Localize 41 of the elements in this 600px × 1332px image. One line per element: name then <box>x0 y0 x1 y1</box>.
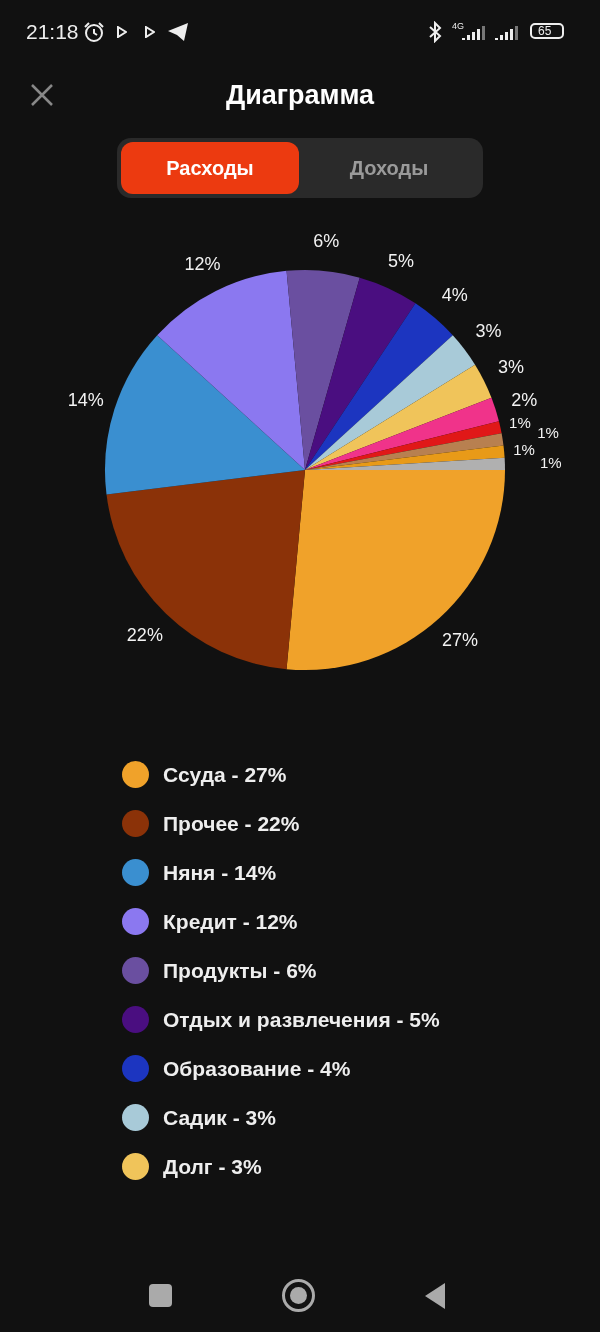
data-label: 1% <box>537 423 559 441</box>
data-label: 5% <box>388 251 415 272</box>
pie-slice <box>106 470 305 670</box>
text: Расходы <box>121 142 299 194</box>
data-label: 14% <box>67 390 104 411</box>
legend-label: Няня - 14% <box>163 860 277 885</box>
data-label: 27% <box>441 629 478 650</box>
data-label: 22% <box>126 625 163 646</box>
text: 65 <box>538 23 552 39</box>
text: 4G <box>452 21 465 31</box>
legend-label: Ссуда - 27% <box>163 762 287 787</box>
pie-slice <box>305 397 499 470</box>
pie-slice <box>157 270 305 470</box>
data-label: 3% <box>475 321 502 342</box>
legend-label: Прочее - 22% <box>163 811 300 836</box>
data-label: 1% <box>509 414 531 432</box>
data-label: 4% <box>441 285 468 306</box>
data-label: 6% <box>313 230 340 251</box>
pie-slice <box>286 470 505 670</box>
data-label: 3% <box>497 357 524 378</box>
data-label: 1% <box>540 453 562 471</box>
pie-slice <box>305 277 416 470</box>
pie-slice <box>105 335 305 495</box>
data-label: 1% <box>513 441 535 459</box>
legend-label: Образование - 4% <box>163 1056 351 1081</box>
data-label: 2% <box>511 390 538 411</box>
pie-slice <box>286 270 360 470</box>
pie-slice <box>305 364 492 470</box>
legend-label: Долг - 3% <box>163 1154 262 1179</box>
text: 21:18 <box>26 20 79 44</box>
legend-label: Садик - 3% <box>163 1105 276 1130</box>
pie-slice <box>305 303 453 470</box>
text: Доходы <box>348 155 430 181</box>
legend-label: Продукты - 6% <box>163 958 317 983</box>
legend-label: Отдых и развлечения - 5% <box>163 1007 440 1032</box>
pie-slice <box>305 433 504 470</box>
legend-label: Кредит - 12% <box>163 909 298 934</box>
pie-slice <box>305 421 502 470</box>
chart-title: Диаграмма <box>224 80 376 111</box>
pie-slice <box>305 335 476 470</box>
data-label: 12% <box>184 254 221 275</box>
